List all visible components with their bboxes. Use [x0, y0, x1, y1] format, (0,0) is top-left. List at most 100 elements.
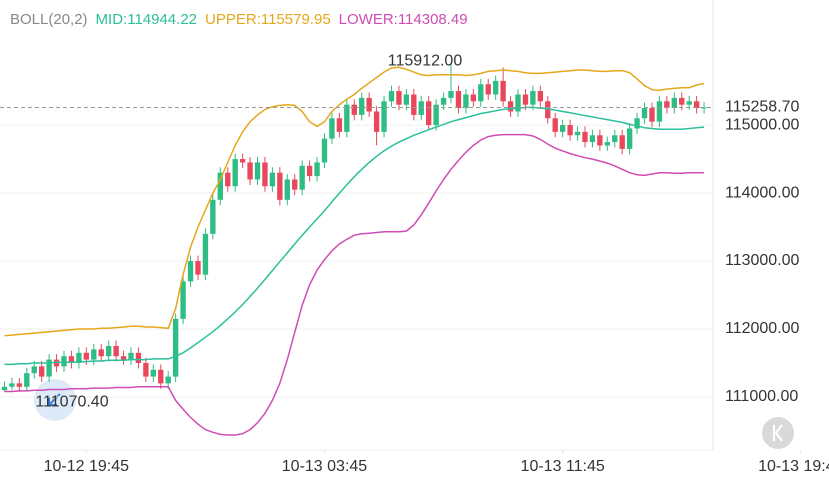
candle-body	[612, 135, 618, 143]
candle-body	[589, 135, 596, 143]
y-tick-label: 112000.00	[725, 320, 800, 337]
candle-body	[396, 91, 402, 105]
candle-body	[381, 101, 387, 132]
candle-body	[172, 318, 179, 377]
candle-body	[485, 84, 491, 95]
candle-body	[515, 94, 521, 112]
candle-body	[559, 125, 566, 132]
candle-body	[351, 104, 357, 115]
candle-body	[262, 162, 268, 187]
candle-body	[143, 362, 149, 377]
candle-body	[239, 159, 246, 163]
max-label: 115912.00	[388, 52, 463, 69]
candle-body	[128, 352, 134, 360]
boll-band	[4, 106, 705, 366]
indicator-name: BOLL(20,2)	[10, 11, 88, 28]
x-tick-label: 10-13 03:45	[282, 458, 368, 475]
candle-body	[9, 383, 15, 387]
candle-body	[68, 356, 75, 363]
legend-entry: UPPER:115579.95	[205, 11, 331, 28]
candle-body	[314, 162, 320, 177]
candle-body	[582, 131, 588, 143]
x-tick-label: 10-13 11:45	[521, 458, 605, 475]
candle-body	[693, 101, 700, 109]
candle-body	[478, 84, 484, 102]
candle-body	[329, 118, 335, 139]
candle-body	[426, 101, 432, 126]
candle-body	[321, 138, 328, 163]
candle-body	[686, 101, 692, 105]
candle-body	[105, 345, 112, 357]
candle-body	[284, 179, 290, 200]
candle-body	[411, 94, 417, 115]
candle-body	[254, 162, 261, 180]
candle-body	[373, 111, 380, 132]
candle-body	[225, 172, 231, 187]
y-tick-label: 114000.00	[725, 184, 800, 201]
candle-body	[232, 159, 238, 187]
y-tick-label: 115000.00	[725, 116, 800, 133]
candle-body	[500, 80, 506, 102]
candle-body	[98, 349, 104, 357]
candle-body	[46, 359, 52, 377]
candle-body	[359, 97, 365, 115]
min-label: 111070.40	[35, 393, 108, 410]
candle-body	[277, 172, 283, 200]
candle-body	[16, 383, 23, 387]
candle-body	[299, 165, 305, 190]
candle-body	[344, 104, 350, 132]
candle-body	[671, 97, 677, 109]
last-price-label: 115258.70	[725, 99, 800, 116]
candle-body	[440, 97, 447, 105]
candle-body	[567, 125, 573, 136]
candle-body	[701, 107, 707, 109]
candle-body	[537, 91, 544, 102]
candle-body	[403, 94, 410, 105]
candle-body	[597, 135, 603, 146]
legend-entry: LOWER:114308.49	[339, 11, 468, 28]
candle-body	[217, 172, 223, 200]
candle-body	[545, 101, 551, 119]
candle-body	[38, 366, 45, 377]
candle-body	[135, 352, 142, 363]
candle-body	[433, 104, 439, 126]
candle-body	[448, 91, 454, 98]
candle-body	[470, 94, 477, 102]
candles	[1, 63, 707, 393]
y-tick-label: 113000.00	[725, 252, 800, 269]
boll-band	[4, 66, 705, 337]
candle-body	[530, 91, 536, 105]
scroll-to-latest-button[interactable]	[762, 417, 794, 449]
candle-body	[455, 91, 462, 109]
indicator-legend: BOLL(20,2) MID:114944.22 UPPER:115579.95 LO…	[10, 11, 468, 28]
candle-body	[463, 94, 469, 109]
candle-body	[292, 179, 298, 190]
candle-body	[492, 80, 499, 95]
candle-body	[679, 97, 685, 105]
candle-body	[574, 131, 581, 136]
candle-body	[336, 118, 343, 132]
x-tick-label: 10-12 19:45	[44, 458, 130, 475]
candle-body	[202, 233, 209, 275]
candle-body	[24, 373, 30, 387]
candle-body	[634, 118, 640, 129]
candle-body	[1, 386, 8, 391]
candle-body	[522, 94, 529, 105]
candle-body	[366, 97, 372, 112]
candle-body	[165, 376, 171, 384]
candle-body	[158, 369, 164, 384]
candle-body	[306, 165, 313, 177]
candle-body	[626, 128, 633, 149]
candle-body	[269, 172, 276, 187]
candle-body	[150, 369, 156, 377]
candle-body	[187, 261, 194, 282]
candle-body	[247, 162, 253, 180]
candle-body	[604, 142, 610, 146]
candle-body	[388, 91, 395, 102]
boll-band	[4, 133, 705, 436]
candle-body	[418, 101, 424, 115]
candle-body	[552, 118, 558, 132]
candle-body	[641, 108, 648, 119]
